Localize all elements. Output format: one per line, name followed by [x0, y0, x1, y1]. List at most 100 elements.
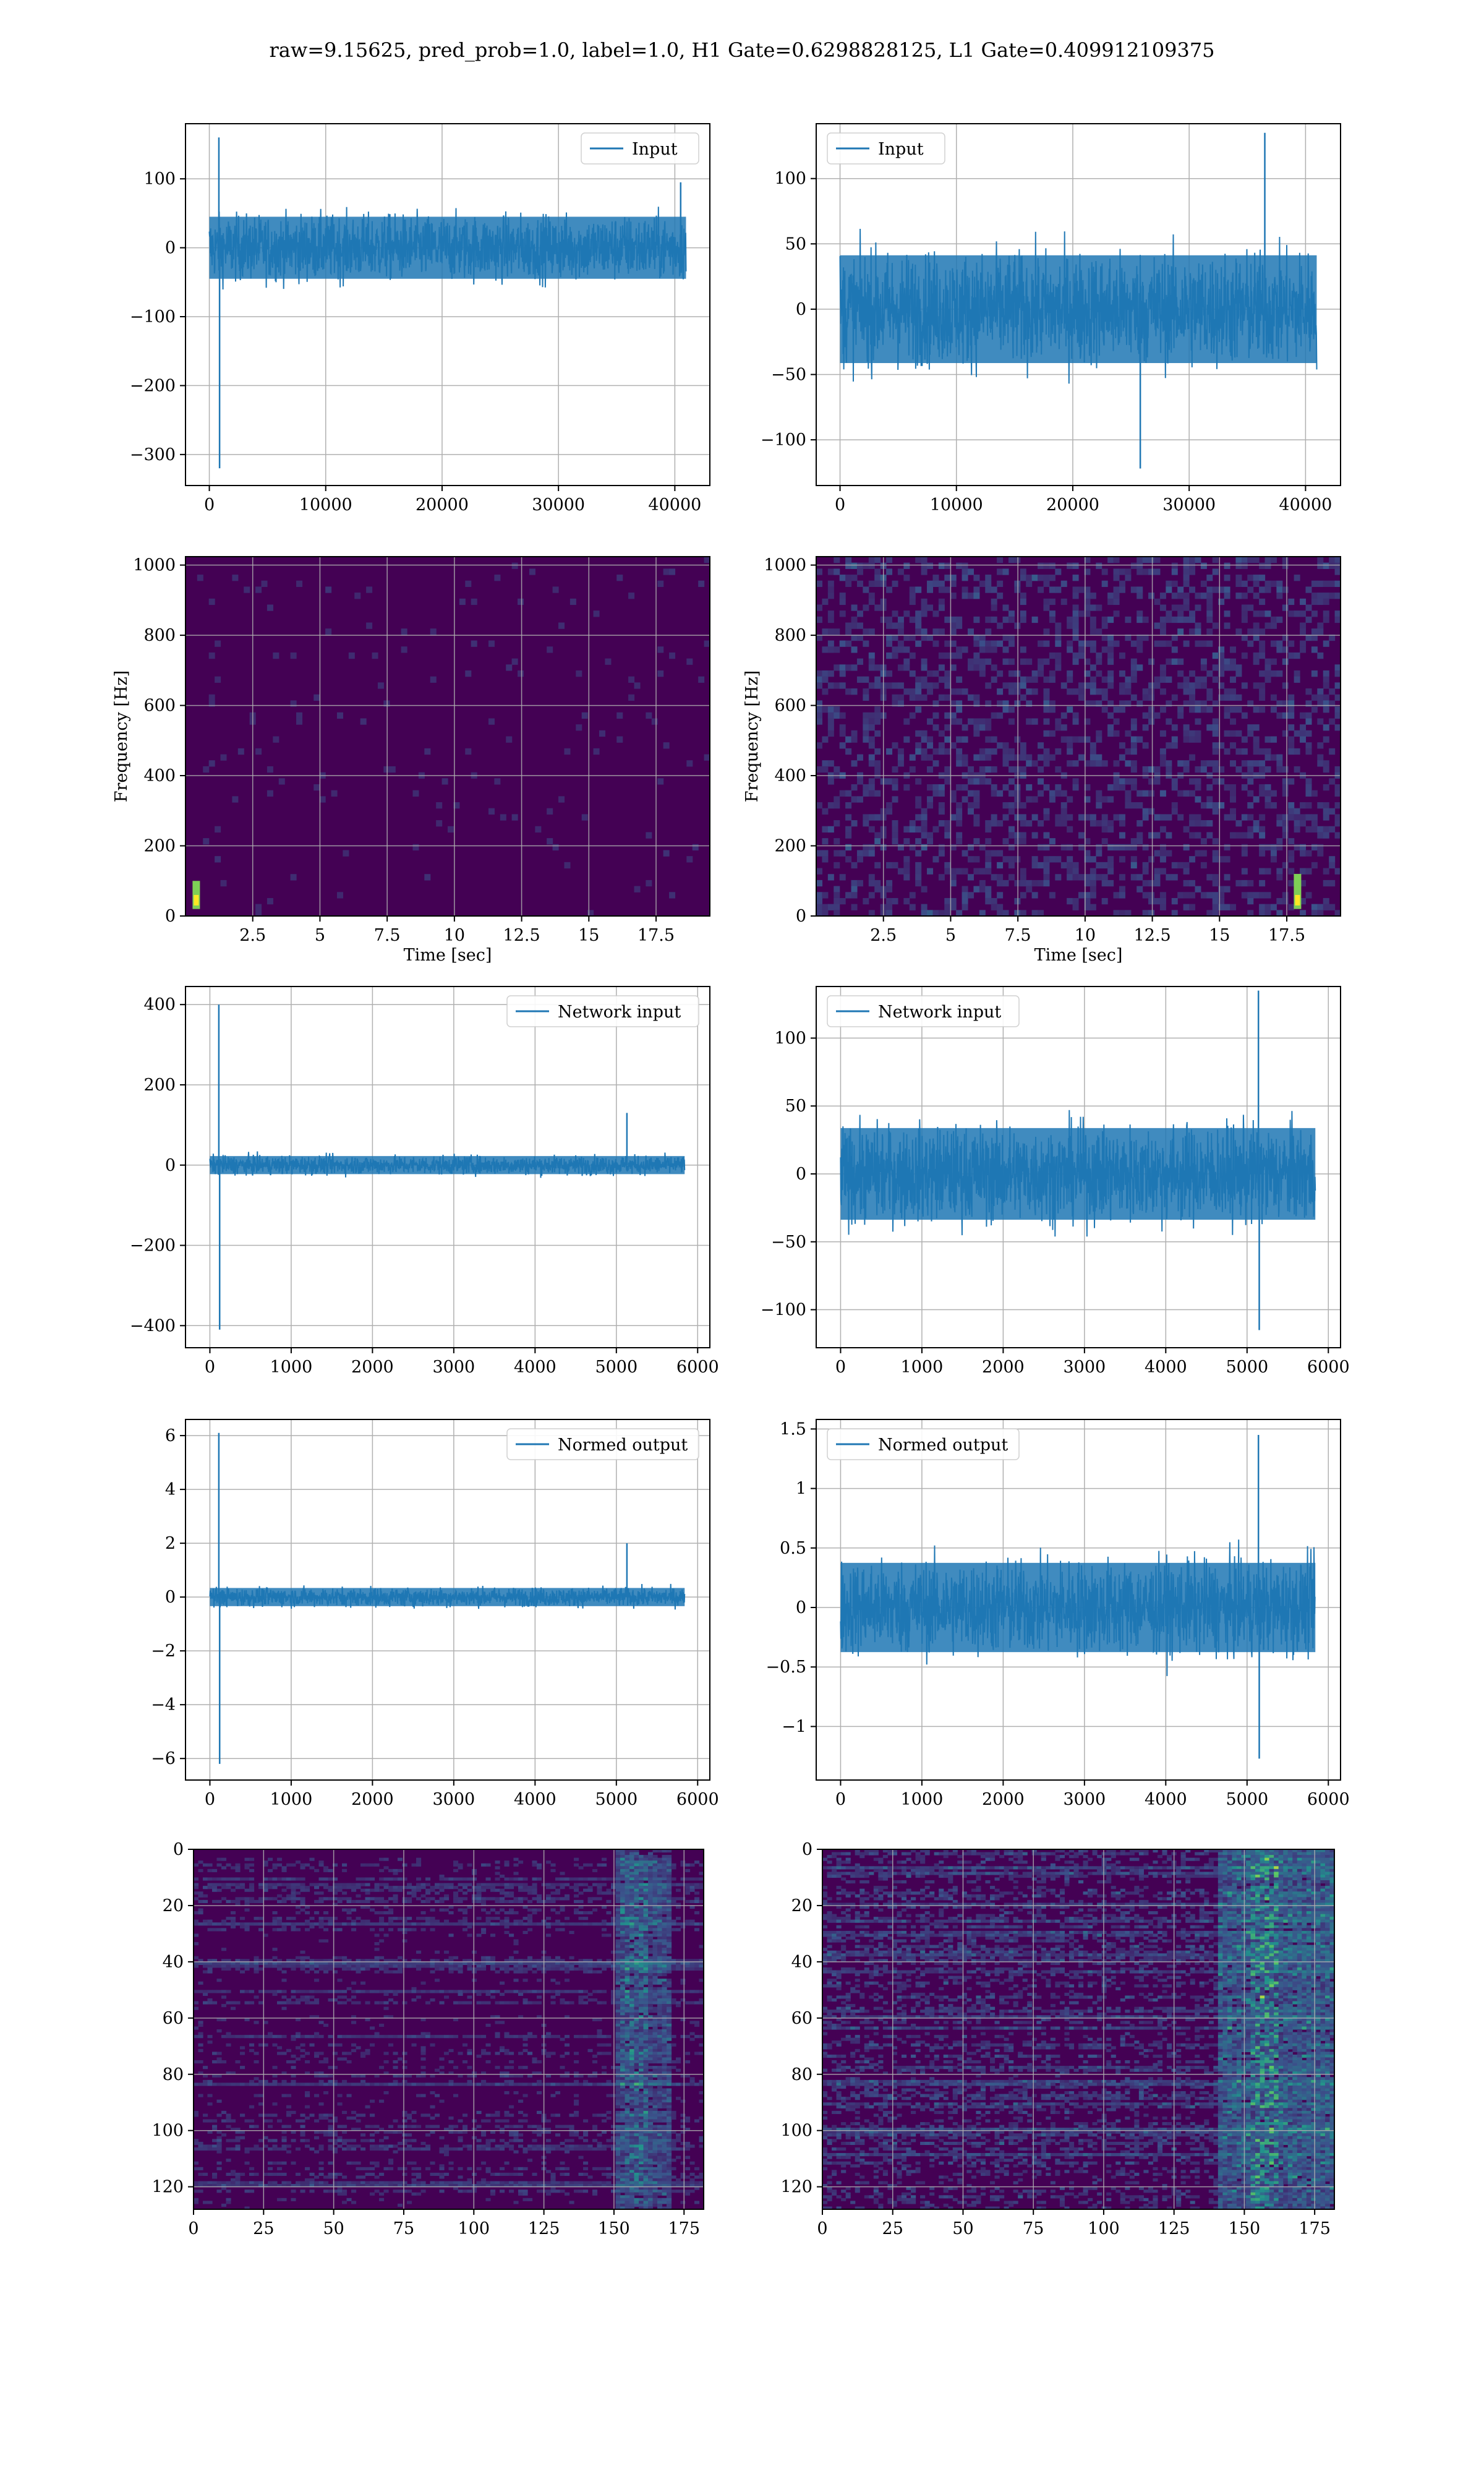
- y-tick-label: −100: [761, 1301, 806, 1320]
- heatmap-cell: [1096, 700, 1102, 707]
- heatmap-cell: [839, 670, 846, 677]
- heatmap-cell: [625, 1939, 630, 1943]
- heatmap-cell: [1154, 880, 1161, 887]
- heatmap-cell: [1090, 904, 1096, 910]
- heatmap-cell: [402, 1917, 407, 1920]
- heatmap-cell: [328, 1877, 333, 1881]
- heatmap-cell: [1136, 790, 1143, 797]
- heatmap-cell: [689, 1961, 695, 1966]
- heatmap-cell: [967, 593, 974, 599]
- heatmap-cell: [296, 718, 303, 725]
- y-axis-label: Frequency [Hz]: [112, 670, 131, 802]
- heatmap-cell: [309, 1883, 315, 1886]
- heatmap-cell: [615, 1928, 621, 1932]
- heatmap-cell: [874, 790, 881, 797]
- heatmap-cell: [1090, 874, 1096, 881]
- heatmap-cell: [657, 2035, 663, 2039]
- heatmap-cell: [950, 904, 957, 910]
- heatmap-cell: [625, 2035, 630, 2039]
- heatmap-cell: [676, 1990, 681, 1993]
- heatmap-cell: [194, 1883, 199, 1886]
- heatmap-cell: [383, 1964, 389, 1968]
- heatmap-cell: [615, 1961, 621, 1966]
- heatmap-cell: [448, 2035, 454, 2039]
- heatmap-cell: [1229, 706, 1236, 713]
- heatmap-cell: [1067, 616, 1073, 623]
- heatmap-cell: [615, 1891, 621, 1895]
- heatmap-cell: [657, 2052, 663, 2055]
- heatmap-cell: [979, 718, 986, 725]
- heatmap-cell: [1136, 832, 1143, 839]
- heatmap-cell: [1183, 616, 1190, 623]
- heatmap-cell: [500, 2001, 505, 2005]
- heatmap-cell: [1259, 562, 1266, 569]
- heatmap-cell: [680, 1925, 686, 1928]
- heatmap-cell: [625, 1998, 630, 2002]
- heatmap-cell: [1084, 904, 1091, 910]
- heatmap-cell: [997, 910, 1004, 916]
- heatmap-cell: [444, 1922, 450, 1926]
- heatmap-cell: [956, 706, 963, 713]
- heatmap-cell: [1130, 640, 1137, 647]
- heatmap-cell: [643, 2004, 649, 2008]
- heatmap-cell: [662, 2012, 667, 2016]
- heatmap-cell: [383, 766, 390, 773]
- heatmap-cell: [240, 1970, 245, 1974]
- heatmap-cell: [652, 1886, 658, 1890]
- heatmap-cell: [652, 2021, 658, 2024]
- heatmap-cell: [244, 1877, 250, 1881]
- heatmap-cell: [1229, 742, 1236, 749]
- heatmap-cell: [1090, 820, 1096, 827]
- heatmap-cell: [634, 1863, 639, 1867]
- heatmap-cell: [667, 1899, 672, 1903]
- heatmap-cell: [336, 712, 343, 719]
- heatmap-cell: [272, 1877, 278, 1881]
- heatmap-cell: [1171, 778, 1178, 785]
- heatmap-cell: [1038, 664, 1044, 671]
- heatmap-cell: [291, 2060, 296, 2064]
- heatmap-cell: [388, 1886, 394, 1890]
- heatmap-cell: [337, 2035, 343, 2039]
- heatmap-cell: [513, 1964, 519, 1968]
- heatmap-cell: [453, 2018, 459, 2021]
- x-tick-label: 15: [1209, 926, 1230, 945]
- heatmap-cell: [565, 2035, 570, 2039]
- heatmap-cell: [258, 1990, 264, 1993]
- heatmap-cell: [522, 1930, 528, 1935]
- heatmap-cell: [1113, 598, 1120, 606]
- heatmap-cell: [1067, 688, 1073, 695]
- heatmap-cell: [997, 880, 1004, 887]
- heatmap-cell: [463, 1883, 468, 1886]
- heatmap-cell: [300, 2054, 305, 2058]
- heatmap-cell: [547, 808, 553, 815]
- heatmap-cell: [962, 586, 968, 593]
- heatmap-cell: [472, 2035, 477, 2039]
- heatmap-cell: [625, 1874, 630, 1878]
- y-tick-label: 50: [785, 1097, 806, 1116]
- heatmap-cell: [991, 897, 997, 905]
- heatmap-cell: [686, 760, 693, 767]
- heatmap-cell: [662, 1894, 667, 1898]
- heatmap-cell: [667, 1995, 672, 1999]
- heatmap-cell: [816, 700, 823, 707]
- heatmap-cell: [629, 1905, 635, 1909]
- heatmap-cell: [1189, 730, 1196, 737]
- heatmap-cell: [221, 1964, 227, 1968]
- heatmap-cell: [1031, 760, 1038, 767]
- heatmap-cell: [956, 748, 963, 755]
- heatmap-cell: [1084, 700, 1091, 707]
- heatmap-cell: [231, 2035, 236, 2039]
- heatmap-cell: [863, 718, 869, 725]
- heatmap-cell: [1084, 736, 1091, 743]
- heatmap-cell: [592, 1908, 598, 1912]
- heatmap-cell: [1264, 664, 1271, 671]
- heatmap-cell: [625, 1967, 630, 1971]
- heatmap-cell: [1148, 808, 1155, 815]
- heatmap-cell: [615, 2010, 621, 2013]
- heatmap-cell: [874, 676, 881, 683]
- heatmap-cell: [932, 826, 939, 833]
- heatmap-cell: [615, 1975, 621, 1979]
- heatmap-cell: [629, 1995, 635, 1999]
- heatmap-cell: [1084, 874, 1091, 881]
- heatmap-cell: [667, 2021, 672, 2024]
